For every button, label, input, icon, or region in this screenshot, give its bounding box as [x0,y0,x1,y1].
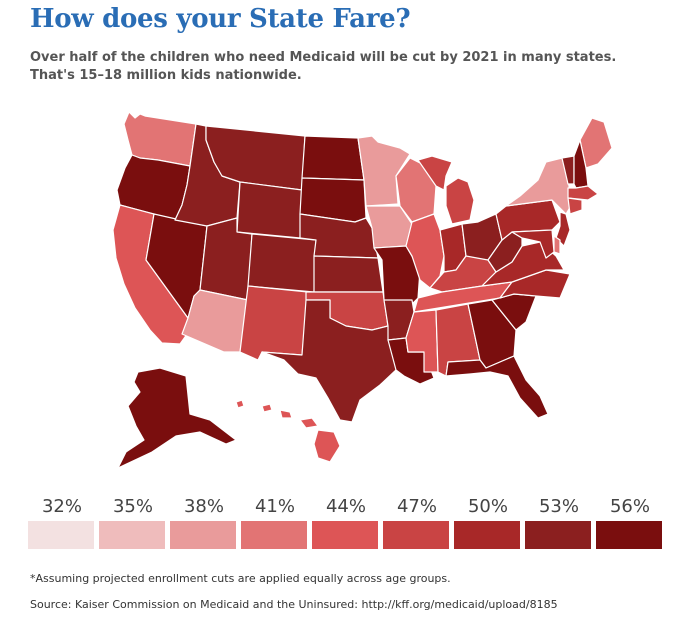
state-MI [417,155,475,225]
state-MA [567,185,599,201]
subtitle-line-1: Over half of the children who need Medic… [30,50,617,65]
source-citation: Source: Kaiser Commission on Medicaid an… [30,598,558,611]
subtitle-line-2: That's 15–18 million kids nationwide. [30,68,302,83]
state-WY [236,181,303,239]
state-KS [313,255,384,293]
legend-label: 35% [112,496,153,517]
legend-swatch [28,521,94,549]
state-NJ [555,211,571,247]
legend-item: 35% [99,494,167,549]
legend-item: 32% [28,494,96,549]
legend-label: 50% [467,496,508,517]
legend-swatch [312,521,378,549]
legend-label: 44% [325,496,366,517]
subtitle: Over half of the children who need Medic… [30,49,670,85]
legend-item: 53% [525,494,593,549]
legend-label: 47% [396,496,437,517]
state-WI [395,157,437,223]
legend-swatch [99,521,165,549]
footnote: *Assuming projected enrollment cuts are … [30,572,451,585]
legend-swatch [525,521,591,549]
legend-swatch [383,521,449,549]
state-DE [553,235,561,255]
legend-swatch [241,521,307,549]
state-ND [301,135,365,181]
legend-swatch [454,521,520,549]
page-title: How does your State Fare? [30,4,411,34]
legend-item: 44% [312,494,380,549]
legend-label: 56% [609,496,650,517]
state-AK [117,367,237,469]
legend-item: 56% [596,494,664,549]
state-FL [445,355,549,419]
legend-label: 53% [538,496,579,517]
state-CO [247,233,317,293]
legend-swatch [170,521,236,549]
legend-item: 41% [241,494,309,549]
legend-label: 32% [41,496,82,517]
state-HI [235,399,341,463]
legend-item: 38% [170,494,238,549]
legend: 32% 35% 38% 41% 44% 47% 50% 53% 56% [28,494,668,554]
state-CT [567,197,583,215]
legend-swatch [596,521,662,549]
legend-label: 38% [183,496,224,517]
state-MD [511,229,555,259]
state-MN [357,135,411,207]
legend-label: 41% [254,496,295,517]
state-TX [261,299,397,423]
legend-item: 50% [454,494,522,549]
state-NM [239,285,309,361]
legend-item: 47% [383,494,451,549]
